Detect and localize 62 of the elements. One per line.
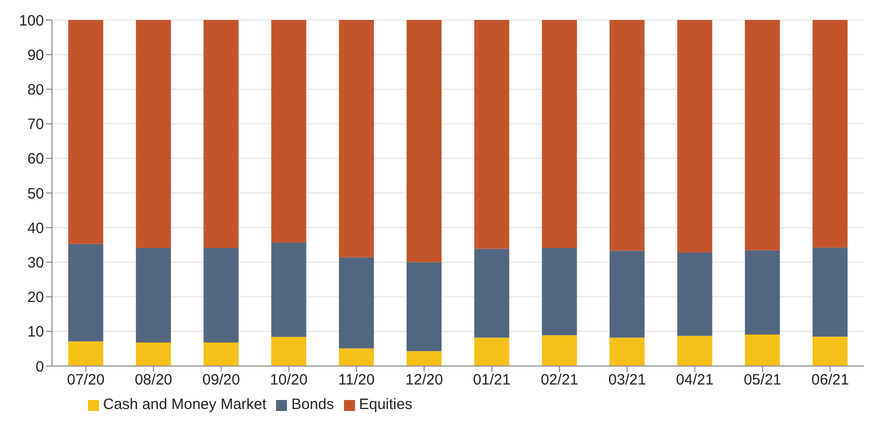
- x-tick-label: 09/20: [202, 372, 240, 389]
- bar: [474, 248, 510, 338]
- bar: [338, 348, 374, 366]
- bar: [744, 334, 780, 366]
- x-tick-label: 12/20: [405, 372, 443, 389]
- x-tick-label: 04/21: [676, 372, 714, 389]
- bar: [610, 250, 645, 338]
- legend-label: Bonds: [291, 396, 334, 413]
- bar: [204, 20, 239, 248]
- bar: [542, 335, 577, 366]
- y-tick-label: 0: [36, 358, 44, 376]
- bar: [812, 336, 848, 366]
- bar: [68, 244, 104, 342]
- bar: [812, 248, 848, 337]
- y-tick-label: 50: [27, 185, 44, 202]
- y-tick-label: 80: [27, 82, 44, 99]
- bar: [338, 20, 374, 258]
- bar: [474, 338, 510, 366]
- y-tick-label: 90: [27, 46, 44, 64]
- bar: [744, 20, 780, 250]
- y-tick-label: 70: [27, 116, 44, 134]
- x-tick-label: 06/21: [811, 372, 849, 389]
- bar: [406, 262, 442, 352]
- x-tick-label: 05/21: [744, 372, 782, 389]
- bar: [136, 342, 171, 366]
- y-tick-label: 100: [18, 12, 44, 30]
- bar: [136, 248, 171, 342]
- y-tick-label: 30: [27, 254, 44, 272]
- bar: [406, 20, 442, 262]
- bar: [677, 252, 712, 336]
- bar: [542, 20, 577, 248]
- y-tick-label: 20: [27, 289, 44, 306]
- bar: [610, 20, 645, 251]
- y-tick-label: 40: [27, 220, 44, 237]
- y-tick-label: 10: [27, 324, 44, 341]
- y-tick-label: 60: [27, 150, 44, 168]
- x-tick-label: 01/21: [473, 372, 511, 389]
- bar: [677, 336, 712, 366]
- bar: [474, 20, 510, 249]
- bar: [271, 336, 306, 366]
- legend-label: Cash and Money Market: [103, 396, 266, 413]
- bar: [271, 20, 306, 242]
- bar: [68, 341, 104, 366]
- bar: [204, 342, 239, 366]
- x-tick-label: 02/21: [540, 372, 578, 389]
- x-tick-label: 11/20: [338, 372, 375, 389]
- bar: [204, 248, 239, 342]
- x-tick-label: 07/20: [67, 372, 105, 389]
- bar: [271, 242, 306, 337]
- x-tick-label: 10/20: [270, 372, 308, 389]
- x-tick-label: 08/20: [134, 372, 172, 389]
- bar: [610, 338, 645, 366]
- bar: [677, 20, 712, 253]
- bar: [68, 20, 104, 244]
- legend-label: Equities: [358, 396, 412, 413]
- bar: [542, 248, 577, 336]
- bar: [744, 250, 780, 335]
- bar: [338, 257, 374, 348]
- bar: [136, 20, 171, 248]
- x-tick-label: 03/21: [608, 372, 646, 389]
- bar: [812, 20, 848, 248]
- bar: [406, 351, 442, 366]
